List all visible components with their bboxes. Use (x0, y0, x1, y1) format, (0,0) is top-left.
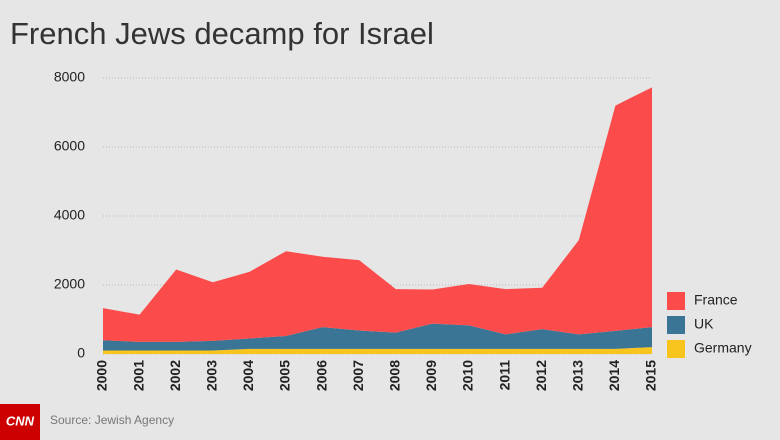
legend-label: France (694, 292, 738, 308)
x-tick-label: 2014 (606, 360, 622, 391)
x-tick-label: 2010 (460, 360, 476, 391)
y-tick-label: 8000 (54, 69, 85, 85)
x-tick-label: 2001 (130, 360, 146, 391)
legend-swatch (667, 316, 685, 334)
area (103, 87, 652, 342)
legend-swatch (667, 340, 685, 358)
y-tick-label: 2000 (54, 276, 85, 292)
x-tick-label: 2004 (240, 360, 256, 391)
logo: CNN (6, 413, 35, 428)
legend-label: UK (694, 316, 714, 332)
legend-label: Germany (694, 340, 752, 356)
x-tick-label: 2000 (94, 360, 110, 391)
x-tick-label: 2012 (533, 360, 549, 391)
x-tick-label: 2006 (313, 360, 329, 391)
legend-swatch (667, 292, 685, 310)
x-tick-label: 2008 (387, 360, 403, 391)
x-tick-label: 2003 (204, 360, 220, 391)
x-tick-label: 2005 (277, 360, 293, 391)
y-tick-label: 6000 (54, 138, 85, 154)
chart-title: French Jews decamp for Israel (10, 16, 434, 51)
area (103, 323, 652, 351)
x-tick-label: 2011 (496, 360, 512, 391)
y-tick-label: 4000 (54, 207, 85, 223)
logo-box (0, 404, 40, 440)
x-tick-label: 2015 (643, 360, 659, 391)
x-tick-label: 2009 (423, 360, 439, 391)
y-tick-label: 0 (77, 345, 85, 361)
x-tick-label: 2013 (570, 360, 586, 391)
x-tick-label: 2007 (350, 360, 366, 391)
source: Source: Jewish Agency (50, 413, 174, 427)
x-tick-label: 2002 (167, 360, 183, 391)
